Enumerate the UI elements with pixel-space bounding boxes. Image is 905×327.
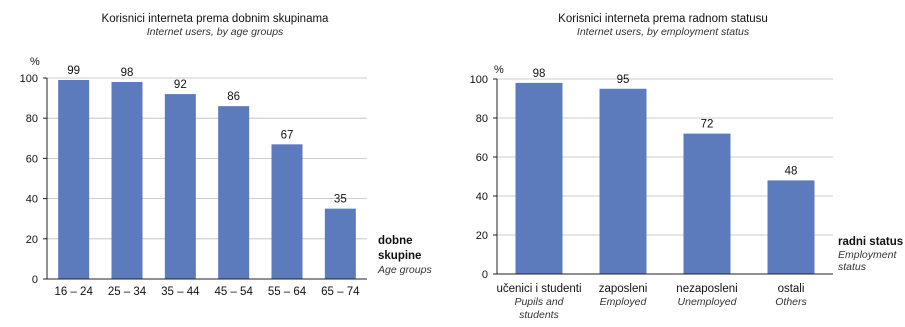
y-tick-label: 100	[470, 74, 488, 86]
data-label: 99	[67, 65, 80, 77]
bars	[58, 80, 356, 280]
y-tick-label: 80	[476, 113, 488, 125]
x-tick-sublabel: Pupils and	[514, 296, 564, 308]
x-tick-sublabel: Others	[775, 296, 807, 308]
bar	[271, 144, 303, 279]
bar	[164, 94, 196, 279]
x-tick-sublabel: students	[519, 309, 559, 321]
data-label: 48	[785, 165, 798, 177]
data-label: 67	[281, 129, 294, 141]
x-tick-label: 25 – 34	[108, 286, 147, 298]
y-tick-label: 0	[32, 274, 38, 286]
data-label: 35	[334, 194, 347, 206]
x-tick-sublabel: Employed	[600, 296, 648, 308]
data-label: 92	[174, 79, 187, 91]
y-tick-label: 60	[476, 152, 488, 164]
y-tick-label: 60	[26, 153, 38, 165]
y-tick-labels: 0 20 40 60 80 100	[20, 73, 38, 286]
bar	[683, 133, 731, 274]
data-label: 98	[121, 67, 134, 79]
bar	[599, 88, 647, 274]
x-tick-label: zaposleni	[599, 283, 648, 295]
x-axis-title-line2: skupine	[378, 250, 421, 262]
bar	[111, 82, 143, 280]
y-tick-label: 80	[26, 113, 38, 125]
data-labels: 98 95 72 48	[533, 68, 798, 177]
bar	[58, 80, 90, 279]
y-axis-unit: %	[30, 56, 40, 68]
x-tick-sublabel: Unemployed	[678, 296, 738, 308]
y-tick-label: 40	[26, 194, 38, 206]
y-tick-label: 100	[20, 73, 38, 85]
x-tick-label: 35 – 44	[161, 286, 200, 298]
y-axis-unit: %	[494, 64, 504, 76]
x-axis-title-line1: dobne	[378, 235, 413, 247]
x-tick-label: 65 – 74	[321, 286, 360, 298]
data-labels: 99 98 92 86 67 35	[67, 65, 346, 206]
data-label: 86	[227, 91, 240, 103]
chart-employment-status: Korisnici interneta prema radnom statusu…	[470, 13, 904, 321]
gridlines	[43, 77, 367, 280]
y-tick-label: 0	[482, 269, 488, 281]
x-tick-labels: 16 – 24 25 – 34 35 – 44 45 – 54 55 – 64 65 – …	[54, 286, 360, 298]
bar	[515, 82, 563, 275]
chart-title: Korisnici interneta prema dobnim skupina…	[102, 13, 330, 25]
x-axis-title: radni status	[838, 236, 903, 248]
bar	[324, 208, 356, 279]
data-label: 95	[617, 74, 630, 86]
bar	[218, 106, 250, 279]
x-tick-label: 55 – 64	[268, 286, 307, 298]
x-axis-subtitle: Age groups	[377, 264, 432, 276]
x-tick-label: nezaposleni	[676, 283, 737, 295]
bar	[767, 180, 815, 274]
data-label: 98	[533, 68, 546, 80]
x-axis-subtitle-line1: Employment	[838, 249, 897, 261]
x-axis-subtitle-line2: status	[838, 261, 867, 273]
y-tick-labels: 0 20 40 60 80 100	[470, 74, 488, 281]
y-tick-label: 20	[476, 230, 488, 242]
x-tick-label: učenici i studenti	[496, 283, 581, 295]
x-tick-label: 16 – 24	[54, 286, 93, 298]
chart-age-groups: Korisnici interneta prema dobnim skupina…	[20, 13, 433, 298]
chart-subtitle: Internet users, by employment status	[577, 26, 750, 38]
x-tick-label: ostali	[778, 283, 805, 295]
y-tick-label: 20	[26, 234, 38, 246]
data-label: 72	[701, 119, 714, 131]
bars	[515, 82, 815, 275]
x-tick-label: 45 – 54	[214, 286, 253, 298]
y-tick-label: 40	[476, 191, 488, 203]
chart-title: Korisnici interneta prema radnom statusu	[558, 13, 768, 25]
chart-subtitle: Internet users, by age groups	[147, 26, 284, 38]
